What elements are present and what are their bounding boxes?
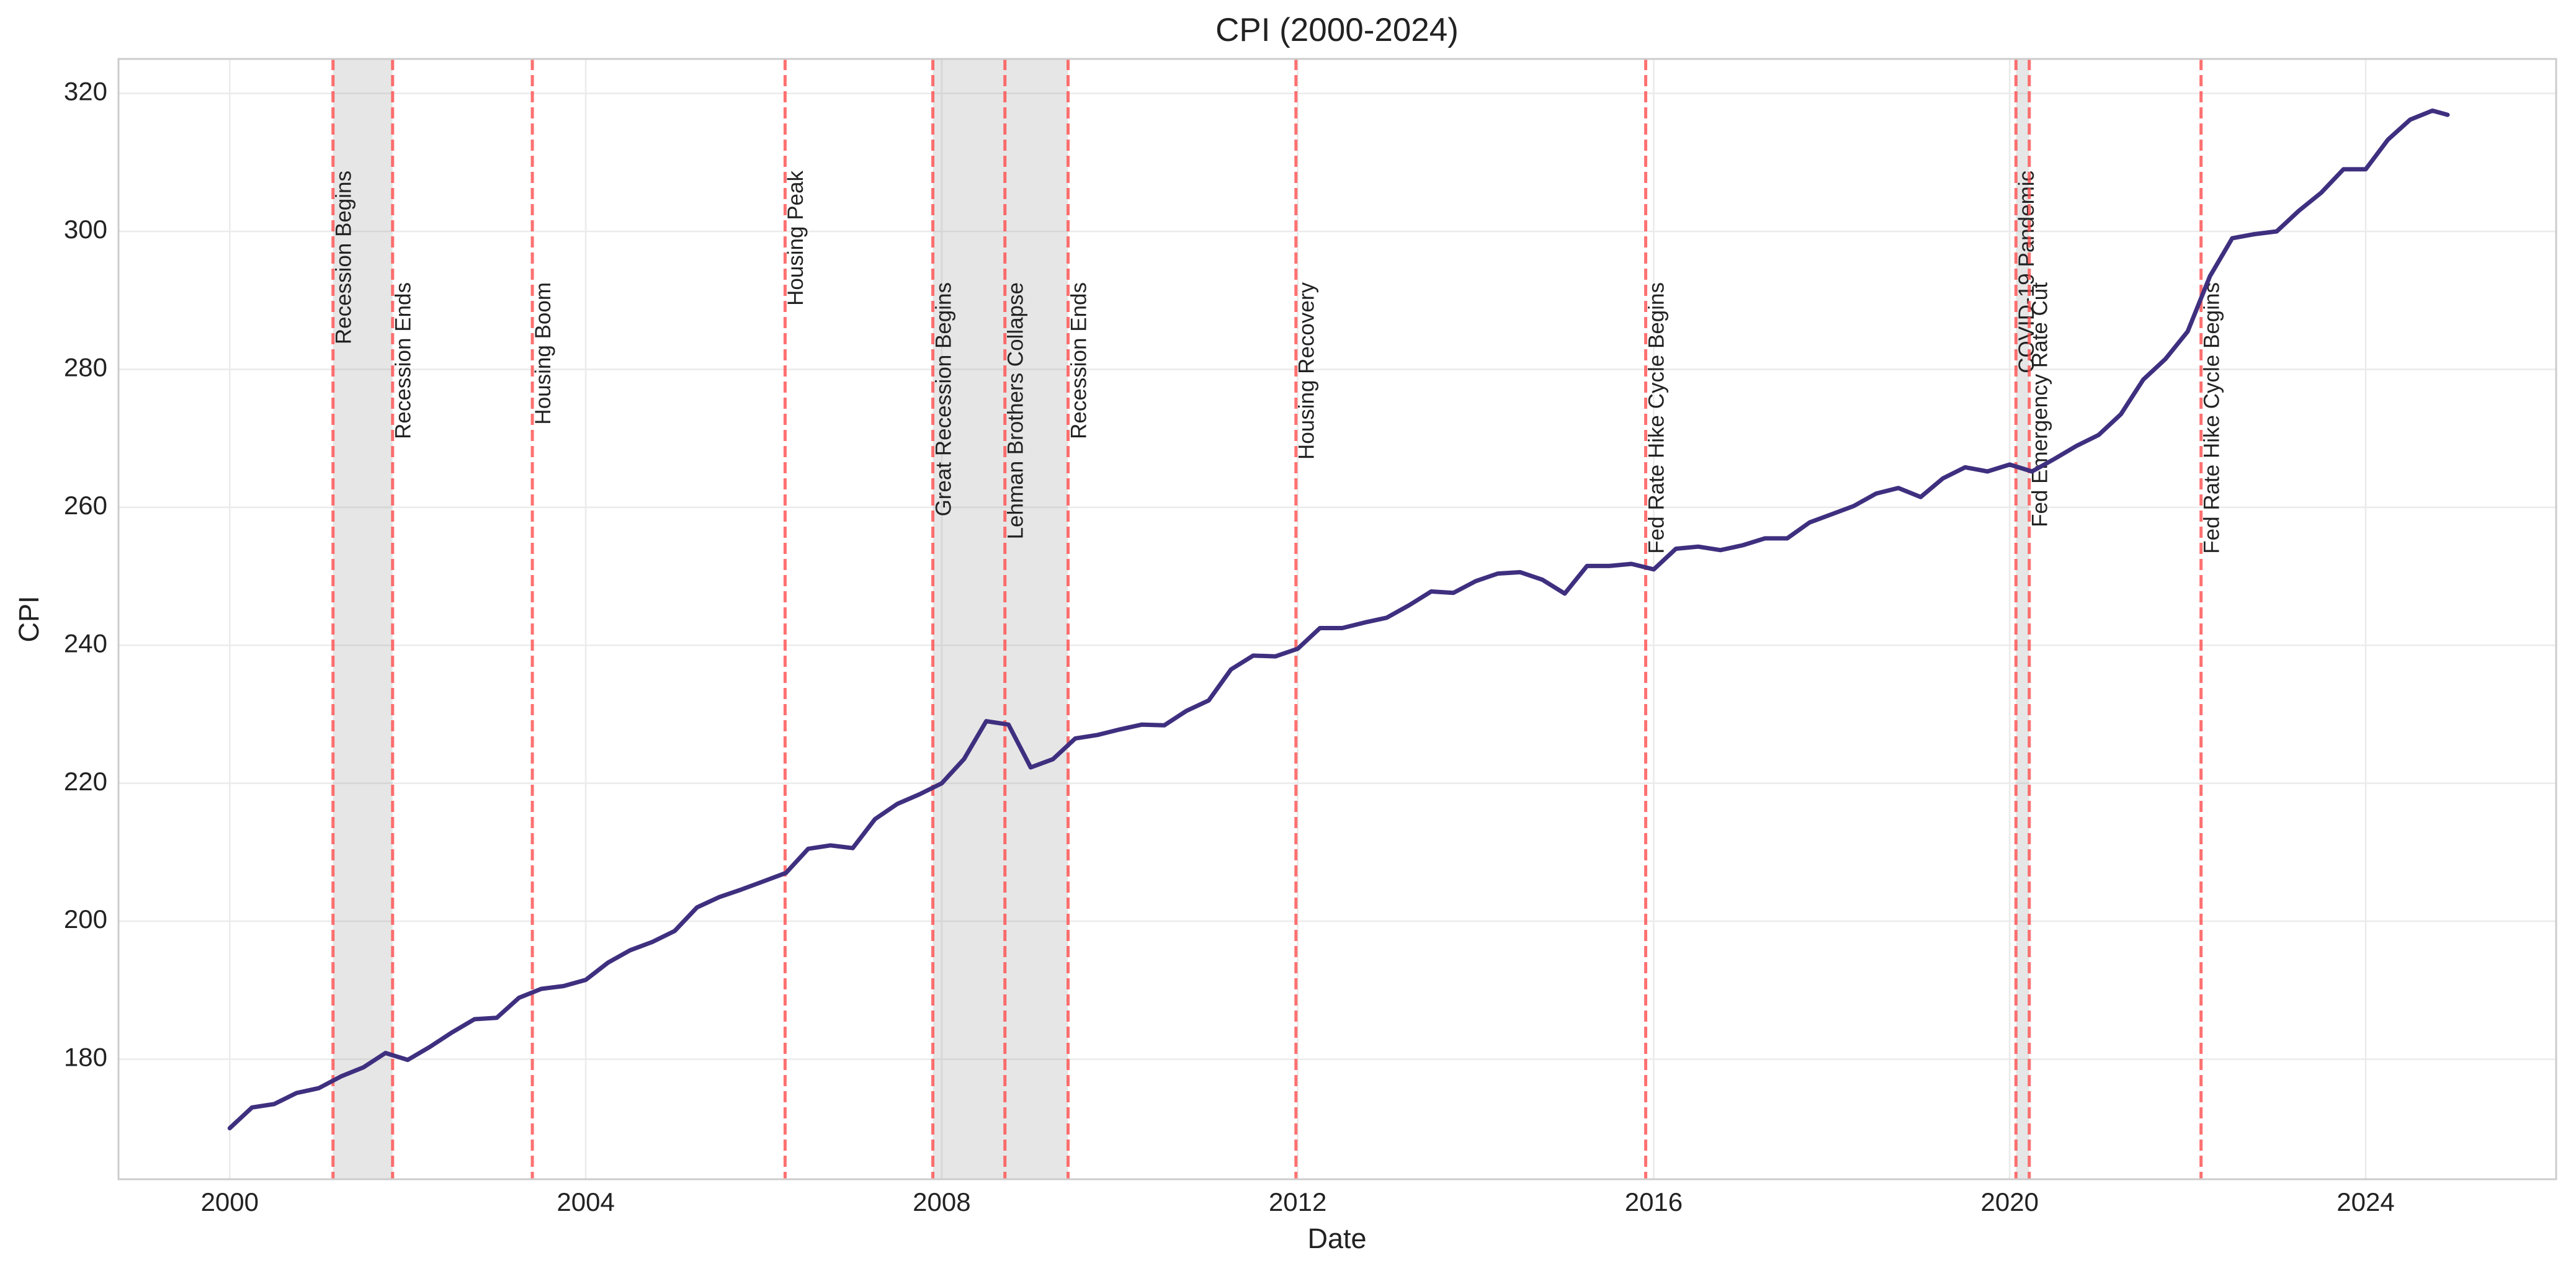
y-tick-label: 300	[64, 215, 107, 244]
data-line	[227, 108, 2450, 1131]
event-label: Housing Recovery	[1295, 282, 1319, 460]
x-tick-label: 2024	[2337, 1187, 2394, 1216]
shaded-region	[2016, 59, 2029, 1179]
y-tick-label: 200	[64, 904, 107, 934]
x-tick-label: 2012	[1269, 1187, 1326, 1216]
plot-frame	[117, 58, 2557, 1180]
shaded-region	[333, 59, 393, 1179]
y-axis-label: CPI	[13, 596, 45, 642]
event-label: Recession Begins	[332, 171, 356, 344]
shaded-region	[932, 59, 1068, 1179]
y-tick-label: 240	[64, 628, 107, 658]
chart-title: CPI (2000-2024)	[1215, 12, 1459, 48]
event-label: COVID-19 Pandemic	[2015, 171, 2039, 373]
x-tick-label: 2008	[913, 1187, 970, 1216]
y-tick-label: 220	[64, 767, 107, 796]
event-label: Recession Ends	[391, 282, 416, 439]
event-label: Recession Ends	[1067, 282, 1091, 439]
y-tick-label: 180	[64, 1043, 107, 1072]
y-tick-label: 280	[64, 353, 107, 382]
event-label: Lehman Brothers Collapse	[1004, 282, 1028, 539]
x-tick-label: 2020	[1981, 1187, 2039, 1216]
event-label: Fed Rate Hike Cycle Begins	[2199, 282, 2224, 554]
event-label: Housing Peak	[784, 171, 808, 306]
x-tick-label: 2000	[201, 1187, 259, 1216]
y-tick-label: 260	[64, 491, 107, 520]
y-tick-label: 320	[64, 77, 107, 106]
x-tick-label: 2004	[557, 1187, 614, 1216]
x-tick-label: 2016	[1625, 1187, 1683, 1216]
event-label: Fed Rate Hike Cycle Begins	[1644, 282, 1668, 554]
x-axis-label: Date	[1307, 1223, 1366, 1254]
event-label: Fed Emergency Rate Cut	[2028, 282, 2052, 527]
event-label: Housing Boom	[531, 282, 555, 425]
event-label: Great Recession Begins	[931, 282, 955, 516]
